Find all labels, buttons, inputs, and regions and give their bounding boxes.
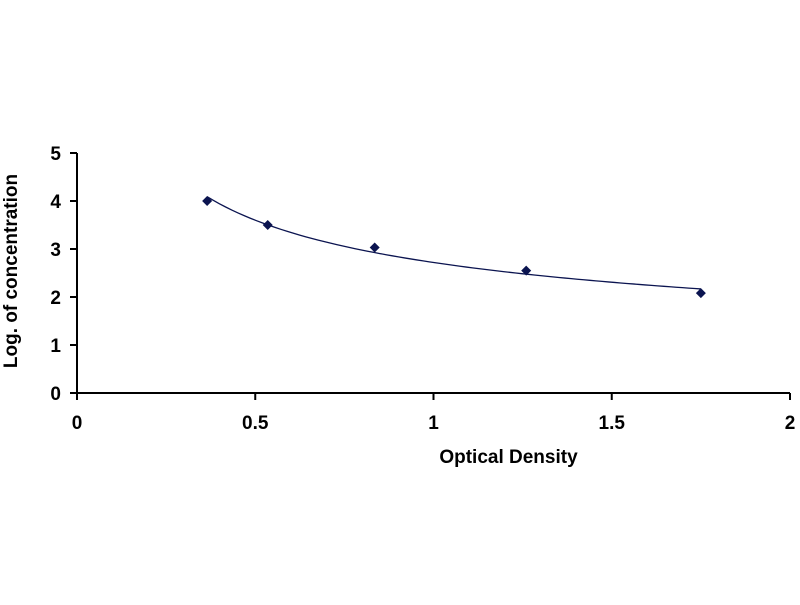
x-axis-label: Optical Density <box>439 447 578 468</box>
y-tick-label: 4 <box>50 192 61 213</box>
x-axis-ticks: 0 0.5 1 1.5 2 <box>72 393 796 434</box>
y-tick-label: 0 <box>50 384 61 405</box>
x-tick-label: 0.5 <box>242 413 269 434</box>
x-tick-label: 2 <box>785 413 796 434</box>
x-tick-label: 1 <box>428 413 439 434</box>
y-tick-label: 1 <box>50 336 61 357</box>
data-point <box>695 288 706 299</box>
data-point <box>369 242 380 253</box>
y-axis-ticks: 0 1 2 3 4 5 <box>50 144 77 405</box>
y-tick-label: 2 <box>50 288 61 309</box>
data-points <box>202 196 706 299</box>
y-tick-label: 3 <box>50 240 61 261</box>
y-axis-label: Log. of concentration <box>1 174 22 368</box>
x-tick-label: 1.5 <box>599 413 626 434</box>
x-tick-label: 0 <box>72 413 83 434</box>
y-tick-label: 5 <box>50 144 61 165</box>
data-point <box>521 265 532 276</box>
data-point <box>202 196 213 206</box>
trend-line <box>206 196 701 290</box>
axes <box>76 153 790 394</box>
data-point <box>262 220 273 230</box>
